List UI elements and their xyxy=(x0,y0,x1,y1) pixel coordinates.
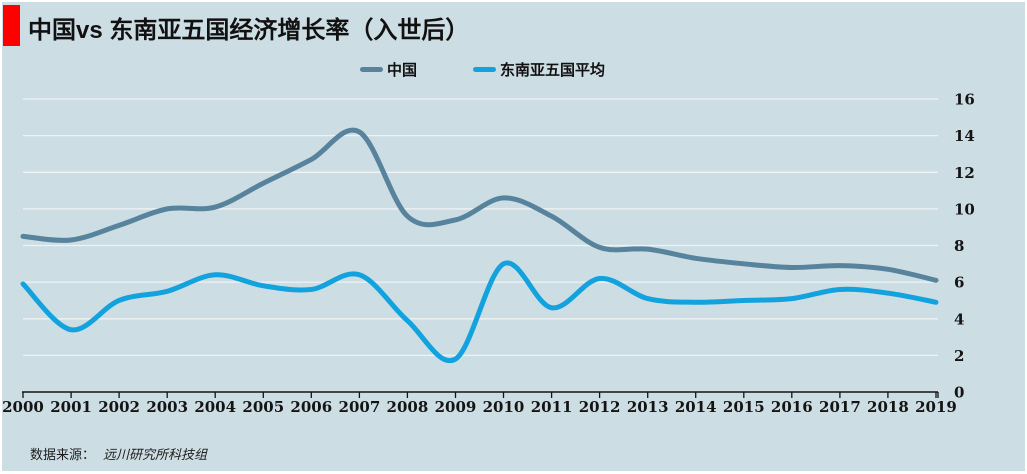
data-source-prefix: 数据来源： xyxy=(30,447,96,462)
svg-text:2006: 2006 xyxy=(290,398,332,416)
legend-item-china: 中国 xyxy=(360,59,417,80)
svg-text:2001: 2001 xyxy=(50,398,92,416)
svg-text:4: 4 xyxy=(954,310,964,328)
svg-text:2018: 2018 xyxy=(867,398,909,416)
svg-text:2015: 2015 xyxy=(723,398,765,416)
legend-item-sea5: 东南亚五国平均 xyxy=(473,59,605,80)
svg-text:2003: 2003 xyxy=(146,398,188,416)
legend-line-swatch xyxy=(473,66,497,72)
legend-label: 东南亚五国平均 xyxy=(500,61,606,79)
svg-text:2012: 2012 xyxy=(579,398,621,416)
svg-text:2004: 2004 xyxy=(194,398,236,416)
svg-text:2002: 2002 xyxy=(98,398,140,416)
svg-text:0: 0 xyxy=(954,384,964,402)
title-accent-bar xyxy=(3,5,20,46)
svg-text:6: 6 xyxy=(954,274,964,292)
svg-text:2019: 2019 xyxy=(915,398,957,416)
svg-text:2009: 2009 xyxy=(435,398,477,416)
svg-text:2008: 2008 xyxy=(387,398,429,416)
svg-text:2017: 2017 xyxy=(819,398,861,416)
svg-text:16: 16 xyxy=(954,91,975,109)
svg-text:14: 14 xyxy=(954,127,975,145)
svg-text:8: 8 xyxy=(954,237,964,255)
svg-text:2005: 2005 xyxy=(242,398,284,416)
svg-text:2014: 2014 xyxy=(675,398,717,416)
chart-legend: 中国 东南亚五国平均 xyxy=(360,58,605,80)
svg-text:2: 2 xyxy=(954,347,964,365)
svg-text:10: 10 xyxy=(954,200,975,218)
legend-line-swatch xyxy=(360,66,383,72)
svg-text:2007: 2007 xyxy=(339,398,381,416)
svg-text:2016: 2016 xyxy=(771,398,813,416)
svg-text:2011: 2011 xyxy=(531,398,573,416)
svg-text:2013: 2013 xyxy=(627,398,669,416)
svg-text:12: 12 xyxy=(954,164,975,182)
data-source: 数据来源： 远川研究所科技组 xyxy=(30,444,207,463)
chart-title: 中国vs 东南亚五国经济增长率（入世后） xyxy=(28,17,470,44)
svg-text:2000: 2000 xyxy=(2,398,44,416)
svg-text:2010: 2010 xyxy=(483,398,525,416)
legend-label: 中国 xyxy=(387,61,418,79)
data-source-name: 远川研究所科技组 xyxy=(103,447,208,462)
